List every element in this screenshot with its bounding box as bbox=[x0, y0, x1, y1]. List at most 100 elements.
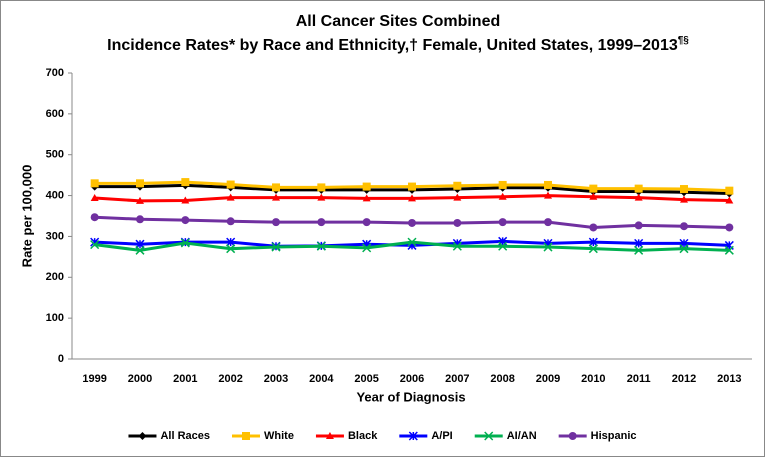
x-tick-label: 2013 bbox=[717, 373, 741, 385]
x-axis-title: Year of Diagnosis bbox=[356, 389, 465, 404]
x-tick-label: 2003 bbox=[264, 373, 288, 385]
marker bbox=[136, 179, 144, 188]
marker bbox=[484, 431, 494, 441]
marker bbox=[316, 241, 326, 251]
marker bbox=[242, 432, 250, 440]
chart-subtitle: Incidence Rates* by Race and Ethnicity,†… bbox=[107, 35, 689, 55]
marker bbox=[317, 193, 326, 201]
x-tick-label: 1999 bbox=[82, 373, 106, 385]
y-tick-label: 200 bbox=[46, 271, 64, 283]
y-tick-label: 400 bbox=[46, 189, 64, 201]
legend-label: White bbox=[264, 430, 294, 442]
marker bbox=[589, 223, 598, 232]
marker bbox=[272, 193, 280, 201]
marker bbox=[226, 193, 235, 201]
marker bbox=[362, 194, 371, 202]
marker bbox=[226, 180, 235, 189]
marker bbox=[544, 180, 552, 189]
marker bbox=[90, 194, 99, 202]
marker bbox=[181, 178, 190, 187]
marker bbox=[272, 183, 280, 192]
legend-label: Black bbox=[348, 430, 378, 442]
marker bbox=[272, 218, 280, 227]
y-tick-label: 300 bbox=[46, 230, 64, 242]
chart-title: All Cancer Sites Combined bbox=[296, 13, 501, 30]
legend-label: AI/AN bbox=[507, 430, 537, 442]
marker bbox=[90, 179, 99, 188]
y-axis-title: Rate per 100,000 bbox=[19, 165, 34, 268]
marker bbox=[226, 244, 236, 254]
x-tick-label: 2006 bbox=[400, 373, 424, 385]
marker bbox=[408, 431, 418, 441]
legend: All Races White Black A/PI AI/AN Hispanic bbox=[128, 430, 637, 442]
marker bbox=[408, 218, 416, 227]
marker bbox=[544, 191, 552, 199]
y-tick-label: 600 bbox=[46, 108, 64, 120]
marker bbox=[271, 242, 281, 252]
marker bbox=[453, 181, 462, 190]
marker bbox=[135, 245, 145, 255]
marker bbox=[408, 182, 416, 191]
marker bbox=[680, 195, 688, 203]
marker bbox=[568, 432, 577, 440]
marker bbox=[498, 180, 507, 189]
marker bbox=[136, 215, 144, 224]
marker bbox=[724, 245, 734, 255]
marker bbox=[680, 222, 688, 231]
x-tick-label: 2009 bbox=[536, 373, 560, 385]
marker bbox=[679, 244, 689, 254]
marker bbox=[725, 186, 734, 195]
marker bbox=[362, 243, 372, 253]
marker bbox=[544, 218, 552, 227]
marker bbox=[634, 238, 644, 248]
x-tick-label: 2010 bbox=[581, 373, 605, 385]
marker bbox=[325, 432, 334, 439]
marker bbox=[498, 218, 507, 227]
y-tick-label: 500 bbox=[46, 149, 64, 161]
subtitle-text: Incidence Rates* by Race and Ethnicity,†… bbox=[107, 37, 678, 54]
marker bbox=[181, 216, 190, 225]
marker bbox=[498, 192, 507, 200]
marker bbox=[407, 237, 417, 247]
x-tick-label: 2002 bbox=[218, 373, 242, 385]
marker bbox=[543, 242, 553, 252]
marker bbox=[138, 432, 147, 440]
marker bbox=[453, 193, 462, 201]
marker bbox=[90, 213, 99, 222]
marker bbox=[725, 223, 734, 232]
y-tick-label: 0 bbox=[58, 353, 64, 365]
subtitle-note: ¶§ bbox=[678, 35, 690, 46]
marker bbox=[725, 196, 734, 204]
marker bbox=[589, 192, 598, 200]
x-tick-label: 2001 bbox=[173, 373, 197, 385]
legend-label: Hispanic bbox=[591, 430, 637, 442]
marker bbox=[362, 218, 371, 227]
y-tick-label: 700 bbox=[46, 67, 64, 79]
x-tick-label: 2011 bbox=[627, 373, 651, 385]
marker bbox=[453, 218, 462, 227]
marker bbox=[498, 241, 508, 251]
marker bbox=[362, 182, 371, 191]
legend-label: A/PI bbox=[431, 430, 452, 442]
x-tick-label: 2007 bbox=[445, 373, 469, 385]
marker bbox=[634, 245, 644, 255]
marker bbox=[317, 183, 326, 192]
marker bbox=[226, 217, 235, 226]
marker bbox=[452, 241, 462, 251]
marker bbox=[181, 196, 190, 204]
x-tick-label: 2005 bbox=[354, 373, 378, 385]
x-tick-label: 2008 bbox=[490, 373, 514, 385]
x-tick-label: 2000 bbox=[128, 373, 152, 385]
marker bbox=[634, 193, 643, 201]
marker bbox=[226, 237, 236, 247]
marker bbox=[589, 184, 598, 193]
x-tick-label: 2012 bbox=[672, 373, 696, 385]
marker bbox=[180, 238, 190, 248]
marker bbox=[680, 185, 688, 194]
marker bbox=[408, 194, 416, 202]
marker bbox=[634, 221, 643, 230]
y-tick-label: 100 bbox=[46, 312, 64, 324]
marker bbox=[634, 184, 643, 193]
